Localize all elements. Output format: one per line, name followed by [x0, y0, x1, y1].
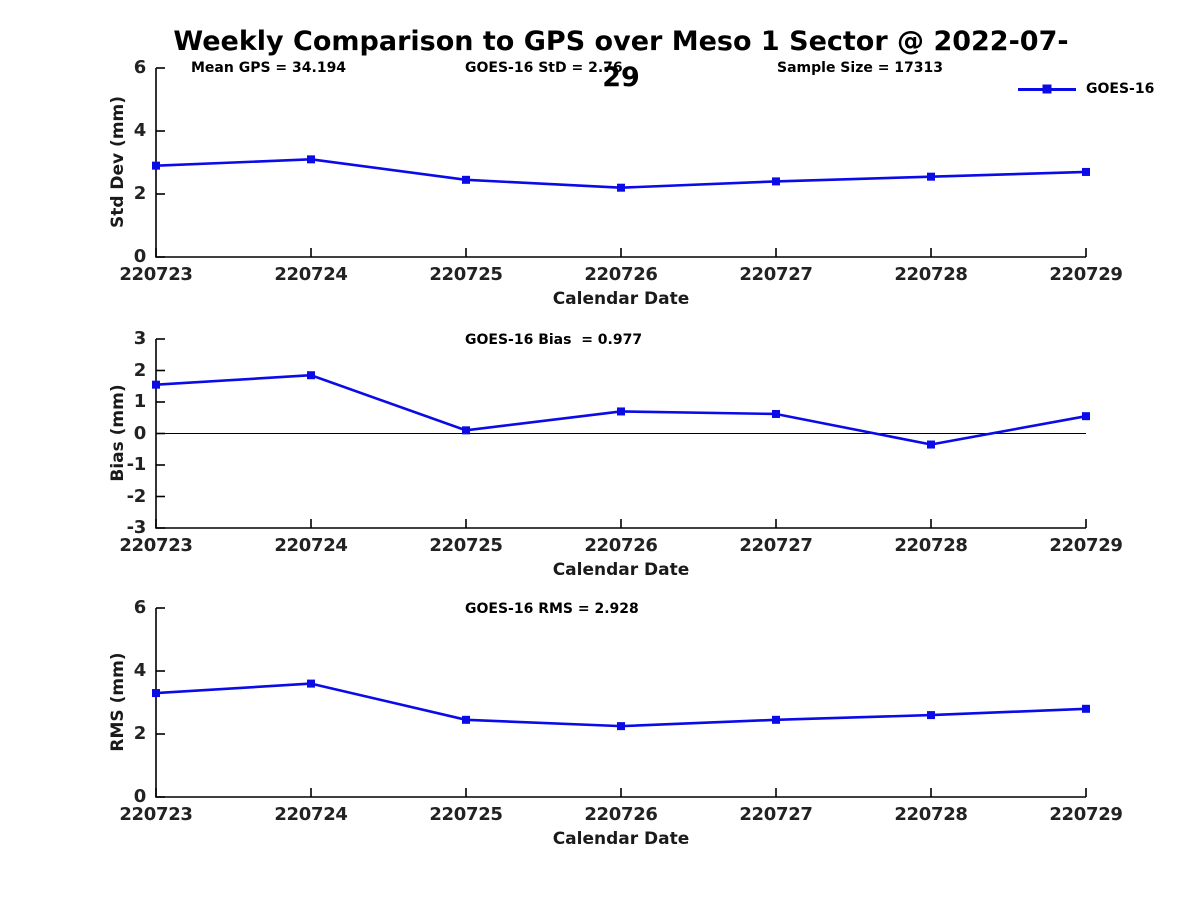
- y-tick-label: 0: [133, 422, 147, 444]
- y-tick-label: 3: [133, 328, 147, 349]
- x-tick-label: 220723: [119, 804, 193, 825]
- x-axis-label-3: Calendar Date: [552, 829, 690, 849]
- x-tick-label: 220728: [894, 535, 968, 556]
- y-tick-label: 4: [133, 660, 147, 681]
- legend-square-marker-icon: [1042, 84, 1052, 94]
- std-dev-subplot: [152, 67, 1090, 258]
- y-axis-label-rms: RMS (mm): [108, 652, 128, 752]
- figure-title: Weekly Comparison to GPS over Meso 1 Sec…: [173, 26, 1069, 93]
- y-tick-label: 2: [133, 723, 147, 744]
- x-tick-label: 220725: [429, 264, 503, 285]
- y-tick-label: 6: [133, 57, 147, 78]
- x-tick-label: 220725: [429, 804, 503, 825]
- x-tick-label: 220723: [119, 535, 193, 556]
- y-tick-label: 0: [133, 786, 147, 807]
- y-tick-label: 2: [133, 183, 147, 204]
- x-tick-label: 220729: [1049, 264, 1123, 285]
- subplot-title-rms: GOES-16 RMS = 2.928: [465, 601, 639, 617]
- annotation-sample-size: Sample Size = 17313: [777, 60, 944, 76]
- y-tick-label: 6: [133, 597, 147, 618]
- y-tick-label: 1: [133, 391, 147, 412]
- x-tick-label: 220724: [274, 804, 348, 825]
- y-tick-label: -3: [126, 517, 147, 538]
- x-tick-label: 220727: [739, 535, 813, 556]
- subplot-title-bias: GOES-16 Bias = 0.977: [465, 332, 643, 348]
- x-axis-label-2: Calendar Date: [552, 560, 690, 580]
- x-tick-label: 220725: [429, 535, 503, 556]
- bias-subplot: [152, 338, 1090, 529]
- y-tick-label: 4: [133, 120, 147, 141]
- x-tick-label: 220724: [274, 535, 348, 556]
- x-tick-label: 220727: [739, 264, 813, 285]
- y-axis-label-std-dev: Std Dev (mm): [108, 95, 128, 229]
- x-tick-label: 220729: [1049, 804, 1123, 825]
- x-tick-label: 220726: [584, 535, 658, 556]
- x-tick-label: 220726: [584, 804, 658, 825]
- x-tick-label: 220724: [274, 264, 348, 285]
- rms-subplot: [152, 607, 1090, 798]
- annotation-goes16-std: GOES-16 StD = 2.76: [465, 60, 623, 76]
- y-tick-label: -1: [126, 454, 147, 475]
- legend-line-sample: [1018, 84, 1076, 94]
- x-tick-label: 220728: [894, 264, 968, 285]
- legend-label: GOES-16: [1086, 81, 1155, 97]
- x-tick-label: 220728: [894, 804, 968, 825]
- y-tick-label: 0: [133, 246, 147, 267]
- x-tick-label: 220723: [119, 264, 193, 285]
- y-tick-label: -2: [126, 485, 147, 507]
- x-tick-label: 220726: [584, 264, 658, 285]
- y-tick-label: 2: [133, 359, 147, 381]
- x-tick-label: 220727: [739, 804, 813, 825]
- x-tick-label: 220729: [1049, 535, 1123, 556]
- annotation-mean-gps: Mean GPS = 34.194: [191, 60, 347, 76]
- x-axis-label-1: Calendar Date: [552, 289, 690, 309]
- legend: GOES-16: [1018, 81, 1154, 97]
